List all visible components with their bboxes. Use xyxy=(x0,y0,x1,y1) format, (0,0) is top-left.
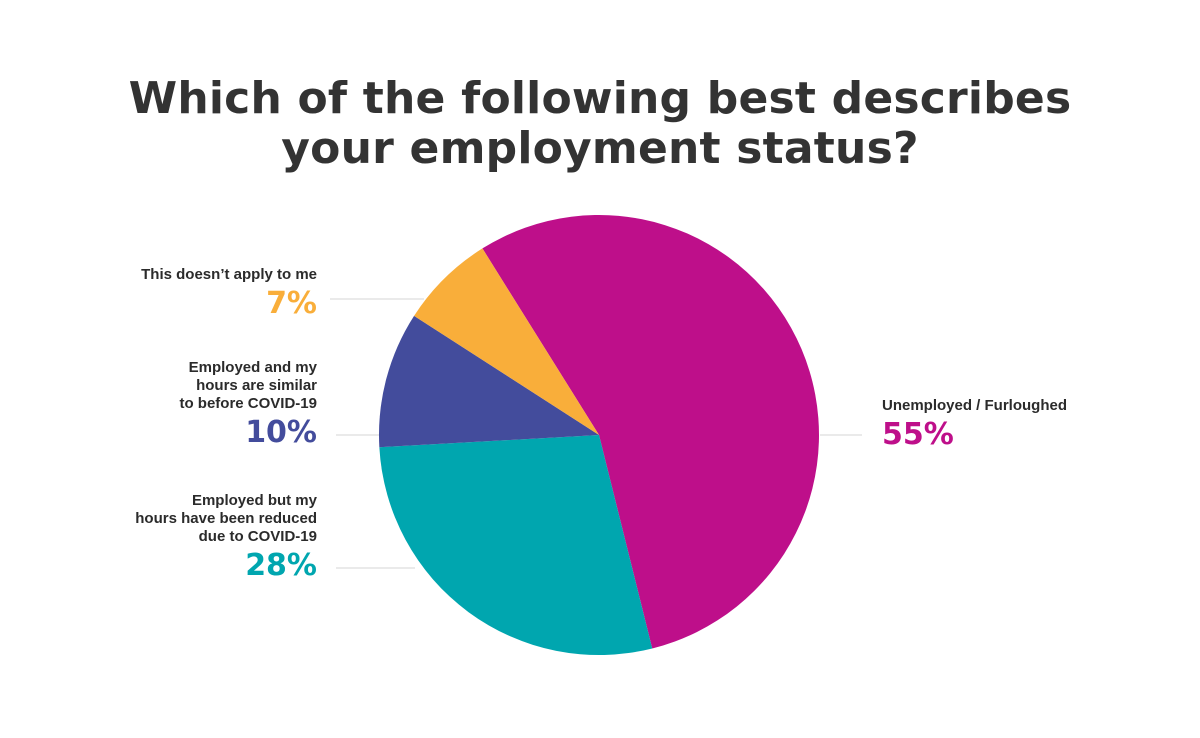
slice-label: Employed but my hours have been reduced … xyxy=(135,492,317,545)
slice-value: 55% xyxy=(882,417,954,452)
pie-slice xyxy=(379,435,653,656)
slice-value: 28% xyxy=(245,548,317,583)
pie-slice xyxy=(378,315,599,448)
chart-title-line-1: Which of the following best describes xyxy=(128,73,1072,124)
chart-title: Which of the following best describes yo… xyxy=(0,74,1200,174)
slice-value: 7% xyxy=(266,286,317,321)
label-does-not-apply: This doesn’t apply to me 7% xyxy=(0,266,317,321)
label-unemployed-furloughed: Unemployed / Furloughed 55% xyxy=(882,397,1182,452)
label-employed-reduced: Employed but my hours have been reduced … xyxy=(0,492,317,583)
slice-label: This doesn’t apply to me xyxy=(141,266,317,283)
label-employed-similar: Employed and my hours are similar to bef… xyxy=(0,359,317,450)
pie-slice xyxy=(482,215,819,649)
leader-lines xyxy=(330,298,862,569)
slice-label: Unemployed / Furloughed xyxy=(882,397,1068,414)
chart-title-line-2: your employment status? xyxy=(281,123,919,174)
pie-slice xyxy=(414,248,599,435)
slice-value: 10% xyxy=(245,415,317,450)
slice-label: Employed and my hours are similar to bef… xyxy=(179,359,317,412)
pie-slices xyxy=(378,215,819,656)
